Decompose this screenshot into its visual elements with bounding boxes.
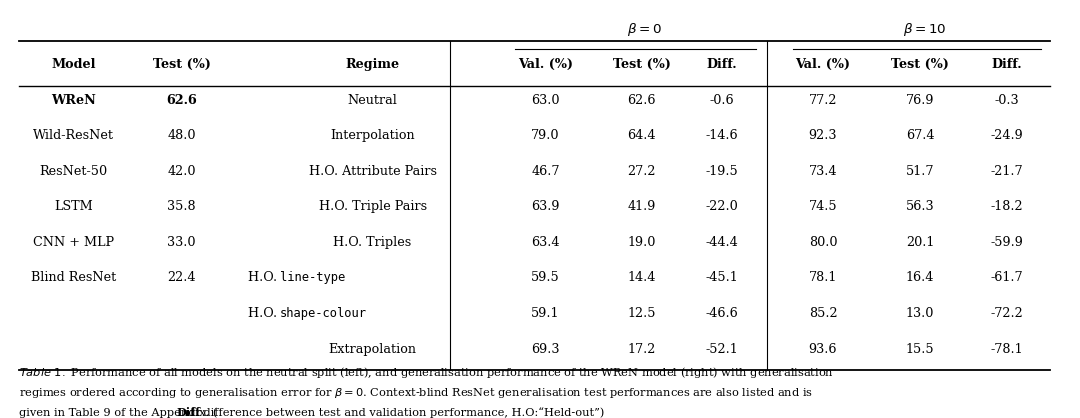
Text: 85.2: 85.2: [809, 307, 837, 320]
Text: Interpolation: Interpolation: [330, 129, 415, 143]
Text: 63.0: 63.0: [531, 94, 559, 107]
Text: 67.4: 67.4: [906, 129, 934, 143]
Text: Test (%): Test (%): [612, 58, 671, 71]
Text: -18.2: -18.2: [990, 200, 1023, 214]
Text: 74.5: 74.5: [809, 200, 837, 214]
Text: 59.1: 59.1: [531, 307, 559, 320]
Text: 41.9: 41.9: [627, 200, 656, 214]
Text: 56.3: 56.3: [906, 200, 934, 214]
Text: 15.5: 15.5: [906, 342, 934, 356]
Text: 76.9: 76.9: [906, 94, 934, 107]
Text: -24.9: -24.9: [990, 129, 1023, 143]
Text: -72.2: -72.2: [990, 307, 1023, 320]
Text: 80.0: 80.0: [809, 236, 837, 249]
Text: Diff.: Diff.: [706, 58, 737, 71]
Text: 92.3: 92.3: [809, 129, 837, 143]
Text: shape-colour: shape-colour: [280, 307, 367, 320]
Text: Test (%): Test (%): [891, 58, 949, 71]
Text: 77.2: 77.2: [809, 94, 837, 107]
Text: 42.0: 42.0: [167, 165, 195, 178]
Text: -44.4: -44.4: [705, 236, 738, 249]
Text: 78.1: 78.1: [809, 271, 837, 285]
Text: 51.7: 51.7: [906, 165, 934, 178]
Text: -59.9: -59.9: [990, 236, 1023, 249]
Text: 12.5: 12.5: [627, 307, 656, 320]
Text: 22.4: 22.4: [167, 271, 195, 285]
Text: line-type: line-type: [280, 271, 345, 285]
Text: $\it{Table\ 1.}$ Performance of all models on the neutral split (left), and gene: $\it{Table\ 1.}$ Performance of all mode…: [19, 365, 835, 380]
Text: CNN + MLP: CNN + MLP: [32, 236, 114, 249]
Text: -21.7: -21.7: [990, 165, 1023, 178]
Text: -61.7: -61.7: [990, 271, 1023, 285]
Text: 17.2: 17.2: [627, 342, 656, 356]
Text: -19.5: -19.5: [705, 165, 738, 178]
Text: 73.4: 73.4: [809, 165, 837, 178]
Text: 19.0: 19.0: [627, 236, 656, 249]
Text: 69.3: 69.3: [531, 342, 559, 356]
Text: 62.6: 62.6: [166, 94, 197, 107]
Text: LSTM: LSTM: [54, 200, 93, 214]
Text: 27.2: 27.2: [627, 165, 656, 178]
Text: -14.6: -14.6: [705, 129, 738, 143]
Text: $\beta = 0$: $\beta = 0$: [627, 21, 662, 38]
Text: Model: Model: [51, 58, 96, 71]
Text: 93.6: 93.6: [809, 342, 837, 356]
Text: -78.1: -78.1: [990, 342, 1023, 356]
Text: 16.4: 16.4: [906, 271, 934, 285]
Text: 62.6: 62.6: [627, 94, 656, 107]
Text: WReN: WReN: [51, 94, 96, 107]
Text: Extrapolation: Extrapolation: [328, 342, 417, 356]
Text: H.O.: H.O.: [248, 271, 282, 285]
Text: 63.4: 63.4: [531, 236, 559, 249]
Text: -0.6: -0.6: [710, 94, 733, 107]
Text: 13.0: 13.0: [906, 307, 934, 320]
Text: Diff.: Diff.: [991, 58, 1022, 71]
Text: 33.0: 33.0: [167, 236, 195, 249]
Text: H.O. Triples: H.O. Triples: [334, 236, 411, 249]
Text: Blind ResNet: Blind ResNet: [31, 271, 116, 285]
Text: 48.0: 48.0: [167, 129, 195, 143]
Text: 46.7: 46.7: [531, 165, 559, 178]
Text: Wild-ResNet: Wild-ResNet: [33, 129, 114, 143]
Text: regimes ordered according to generalisation error for $\beta = 0$. Context-blind: regimes ordered according to generalisat…: [19, 386, 813, 400]
Text: Test (%): Test (%): [152, 58, 211, 71]
Text: H.O. Attribute Pairs: H.O. Attribute Pairs: [309, 165, 436, 178]
Text: 63.9: 63.9: [531, 200, 559, 214]
Text: given in Table 9 of the Appendix. (: given in Table 9 of the Appendix. (: [19, 407, 218, 418]
Text: Val. (%): Val. (%): [518, 58, 572, 71]
Text: ResNet-50: ResNet-50: [39, 165, 108, 178]
Text: Neutral: Neutral: [348, 94, 397, 107]
Text: H.O.: H.O.: [248, 307, 282, 320]
Text: Regime: Regime: [346, 58, 400, 71]
Text: 79.0: 79.0: [531, 129, 559, 143]
Text: -45.1: -45.1: [705, 271, 738, 285]
Text: -0.3: -0.3: [995, 94, 1018, 107]
Text: Val. (%): Val. (%): [796, 58, 850, 71]
Text: -46.6: -46.6: [705, 307, 738, 320]
Text: : difference between test and validation performance, H.O:“Held-out”): : difference between test and validation…: [197, 407, 605, 418]
Text: 14.4: 14.4: [627, 271, 656, 285]
Text: Diff: Diff: [176, 407, 201, 418]
Text: 64.4: 64.4: [627, 129, 656, 143]
Text: -22.0: -22.0: [705, 200, 738, 214]
Text: 20.1: 20.1: [906, 236, 934, 249]
Text: H.O. Triple Pairs: H.O. Triple Pairs: [319, 200, 427, 214]
Text: 35.8: 35.8: [167, 200, 195, 214]
Text: -52.1: -52.1: [705, 342, 738, 356]
Text: $\beta = 10$: $\beta = 10$: [904, 21, 947, 38]
Text: 59.5: 59.5: [531, 271, 559, 285]
